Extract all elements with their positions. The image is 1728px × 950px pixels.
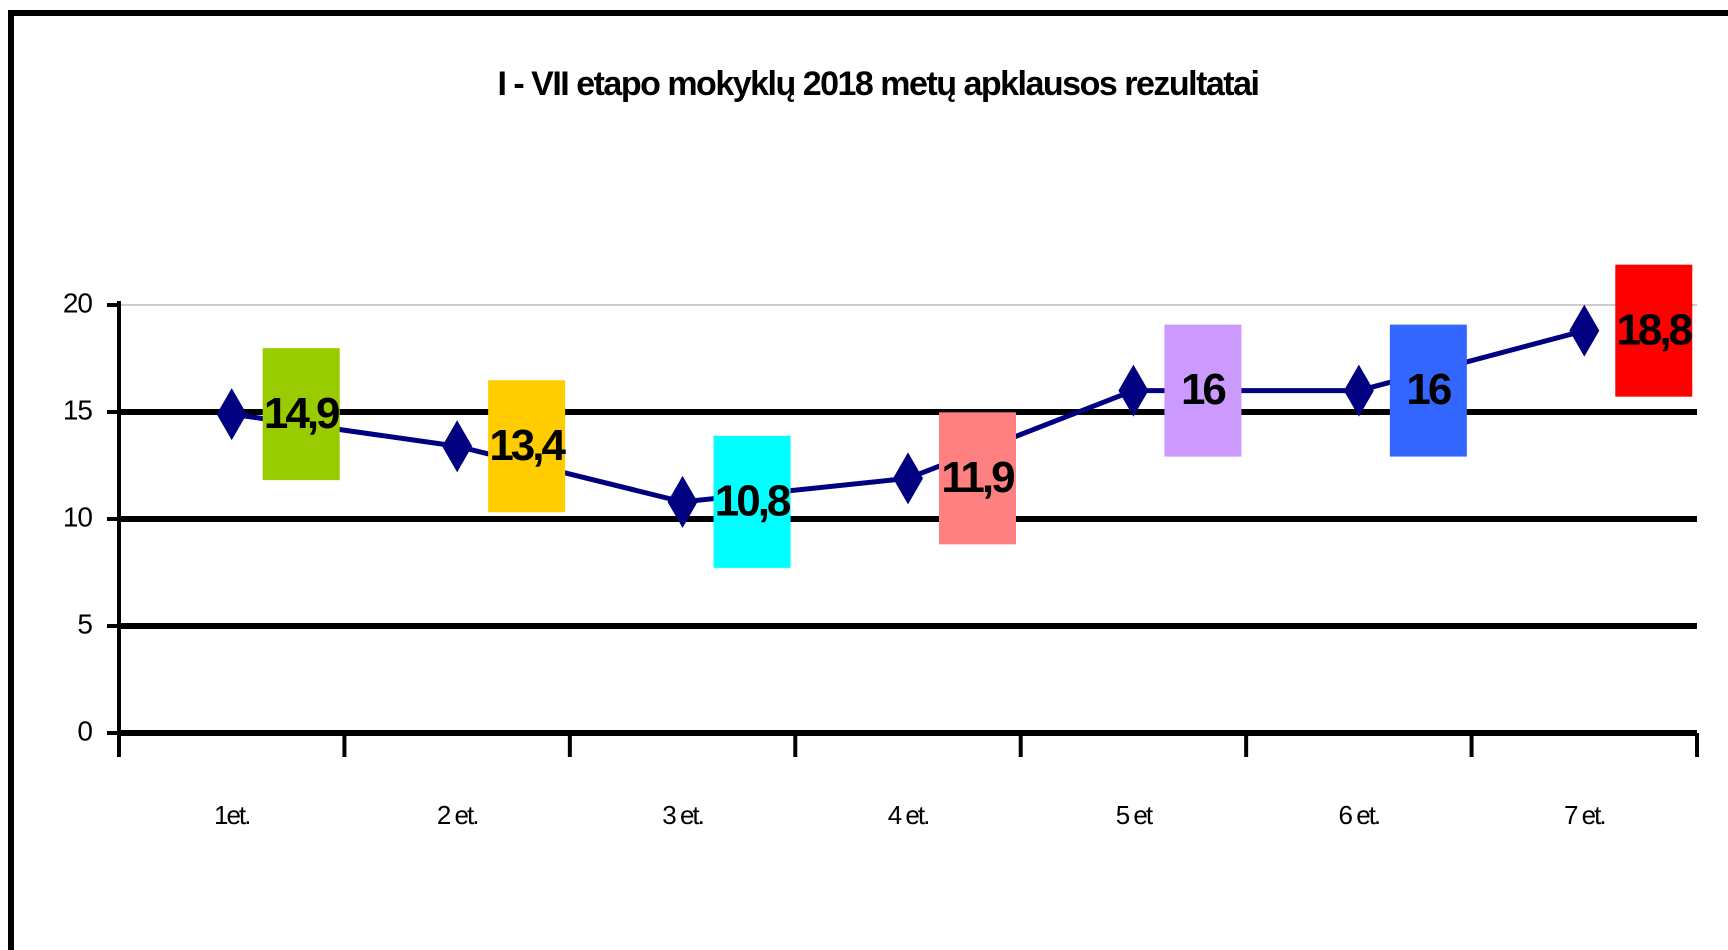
label-box [713, 435, 791, 568]
data-label: 13,4 [489, 421, 566, 470]
marker [893, 452, 923, 505]
x-tick-label: 7 et. [1564, 800, 1605, 830]
marker [667, 475, 698, 528]
label-box [939, 412, 1016, 545]
marker [1118, 364, 1149, 417]
y-tick-label: 20 [63, 287, 93, 318]
marker [1569, 304, 1600, 357]
marker [1343, 364, 1374, 417]
label-box [488, 380, 566, 513]
label-box [1389, 324, 1467, 457]
data-label: 14,9 [264, 389, 339, 438]
marker [442, 420, 473, 473]
label-box [1164, 324, 1242, 457]
data-label: 16 [1181, 365, 1225, 414]
y-tick-label: 0 [77, 715, 92, 746]
marker [216, 388, 247, 441]
data-label: 16 [1406, 365, 1450, 414]
y-tick-label: 5 [77, 608, 92, 639]
x-tick-label: 4 et. [888, 800, 929, 830]
x-tick-label: 1et. [214, 800, 249, 830]
y-tick-label: 15 [63, 394, 93, 425]
x-tick-label: 3 et. [662, 800, 703, 830]
data-label: 10,8 [715, 477, 791, 526]
label-box [262, 348, 340, 481]
data-label: 11,9 [941, 453, 1014, 502]
y-tick-label: 10 [63, 501, 93, 532]
x-tick-label: 2 et. [437, 800, 478, 830]
label-box [1615, 264, 1693, 397]
chart-title: I - VII etapo mokyklų 2018 metų apklauso… [498, 65, 1259, 103]
data-label: 18,8 [1616, 305, 1692, 354]
x-tick-label: 6 et. [1339, 800, 1380, 830]
x-tick-label: 5 et [1116, 800, 1154, 830]
